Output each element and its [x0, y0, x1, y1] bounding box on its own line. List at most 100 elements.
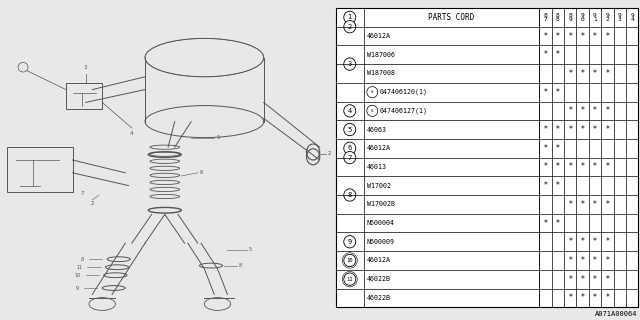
Text: 8: 8: [556, 17, 559, 22]
Circle shape: [344, 124, 356, 136]
Text: 7: 7: [543, 17, 547, 22]
Text: *: *: [580, 200, 584, 209]
Circle shape: [344, 254, 356, 267]
Text: *: *: [605, 106, 609, 115]
Text: 4: 4: [130, 131, 134, 136]
Text: 46013: 46013: [367, 164, 387, 170]
Text: *: *: [580, 163, 584, 172]
Text: 047406120(1): 047406120(1): [380, 89, 428, 95]
Text: *: *: [605, 200, 609, 209]
Circle shape: [344, 236, 356, 248]
Text: 4: 4: [348, 108, 352, 114]
Text: *: *: [568, 256, 572, 265]
Text: 9: 9: [605, 12, 609, 18]
Text: 46022B: 46022B: [367, 295, 391, 301]
Text: *: *: [580, 237, 584, 246]
Text: 3: 3: [348, 61, 352, 67]
Text: *: *: [580, 69, 584, 78]
Text: *: *: [605, 275, 609, 284]
Circle shape: [344, 273, 356, 285]
Text: *: *: [593, 163, 597, 172]
Text: *: *: [568, 32, 572, 41]
Text: 2: 2: [328, 151, 332, 156]
Text: 46012A: 46012A: [367, 33, 391, 39]
Text: 46063: 46063: [367, 126, 387, 132]
Text: 3: 3: [84, 65, 88, 70]
Text: N600009: N600009: [367, 239, 395, 245]
Text: 2: 2: [90, 201, 94, 206]
Text: *: *: [593, 69, 597, 78]
Text: 9: 9: [618, 12, 621, 18]
Text: W17002B: W17002B: [367, 201, 395, 207]
Text: S: S: [371, 109, 374, 113]
Text: *: *: [605, 69, 609, 78]
Text: N600004: N600004: [367, 220, 395, 226]
Text: 5: 5: [249, 247, 252, 252]
Text: PARTS CORD: PARTS CORD: [428, 13, 474, 22]
Circle shape: [342, 271, 357, 287]
Text: *: *: [593, 200, 597, 209]
Text: 11: 11: [346, 277, 353, 282]
Text: 8: 8: [239, 263, 242, 268]
Text: *: *: [543, 144, 547, 153]
Text: 2: 2: [605, 17, 609, 22]
Text: 10: 10: [346, 258, 353, 263]
Text: 9: 9: [580, 12, 584, 18]
Text: *: *: [593, 237, 597, 246]
Text: S: S: [371, 90, 374, 94]
Text: *: *: [543, 125, 547, 134]
Text: *: *: [580, 125, 584, 134]
Text: 1: 1: [348, 14, 352, 20]
Text: 6: 6: [200, 170, 203, 175]
Text: *: *: [593, 125, 597, 134]
Text: *: *: [580, 275, 584, 284]
Text: 8: 8: [556, 12, 559, 18]
Text: 11: 11: [76, 265, 83, 270]
Text: *: *: [593, 106, 597, 115]
Text: *: *: [568, 237, 572, 246]
Circle shape: [342, 253, 357, 268]
Text: *: *: [556, 144, 560, 153]
Text: 46012A: 46012A: [367, 258, 391, 263]
Text: *: *: [568, 125, 572, 134]
Text: 8: 8: [348, 192, 352, 198]
Circle shape: [344, 189, 356, 201]
Text: *: *: [543, 32, 547, 41]
Circle shape: [367, 86, 378, 98]
Text: 7: 7: [81, 191, 84, 196]
Text: 2: 2: [348, 24, 352, 30]
Text: 8: 8: [568, 12, 572, 18]
Text: *: *: [605, 163, 609, 172]
Text: 4: 4: [630, 17, 634, 22]
Text: *: *: [580, 293, 584, 302]
Text: 9: 9: [348, 239, 352, 245]
Text: 5: 5: [348, 126, 352, 132]
Circle shape: [344, 105, 356, 117]
Text: *: *: [593, 256, 597, 265]
Text: 1: 1: [216, 135, 220, 140]
Circle shape: [344, 142, 356, 155]
Text: 0: 0: [580, 17, 584, 22]
Text: *: *: [543, 50, 547, 59]
Text: *: *: [605, 293, 609, 302]
Text: *: *: [580, 106, 584, 115]
Text: 6: 6: [348, 145, 352, 151]
Text: *: *: [568, 163, 572, 172]
Circle shape: [344, 58, 356, 70]
Text: 3: 3: [618, 17, 621, 22]
Text: *: *: [593, 32, 597, 41]
Text: *: *: [556, 181, 560, 190]
Text: *: *: [568, 293, 572, 302]
Text: *: *: [568, 200, 572, 209]
Text: 46012A: 46012A: [367, 145, 391, 151]
Text: 8: 8: [543, 12, 547, 18]
Text: *: *: [568, 69, 572, 78]
Text: 46022B: 46022B: [367, 276, 391, 282]
Text: *: *: [605, 256, 609, 265]
Text: *: *: [605, 32, 609, 41]
Text: *: *: [568, 275, 572, 284]
Text: W187008: W187008: [367, 70, 395, 76]
Text: 9: 9: [630, 12, 634, 18]
Text: *: *: [543, 219, 547, 228]
Text: *: *: [580, 32, 584, 41]
